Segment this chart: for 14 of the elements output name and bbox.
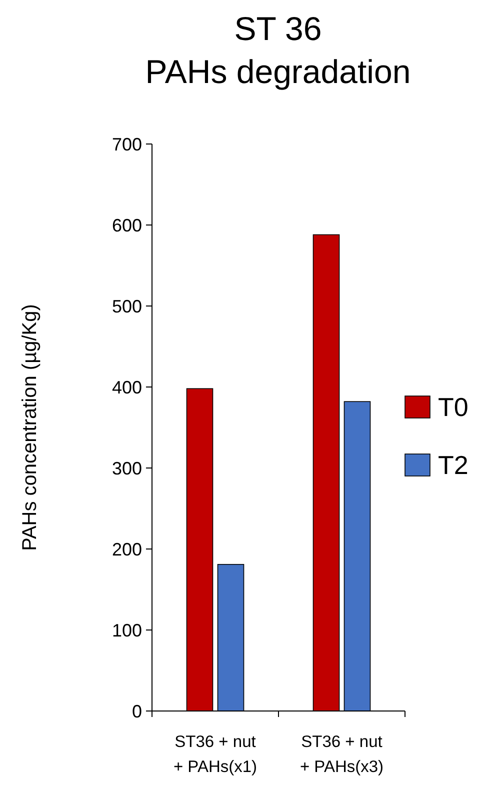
legend-label: T0 bbox=[438, 392, 468, 422]
x-tick-label: ST36 + nut + PAHs(x1) bbox=[173, 733, 258, 776]
y-tick-label: 100 bbox=[112, 620, 142, 640]
x-tick-label: ST36 + nut + PAHs(x3) bbox=[300, 733, 384, 776]
y-tick-label: 300 bbox=[112, 458, 142, 478]
y-tick-label: 200 bbox=[112, 539, 142, 560]
y-tick-label: 500 bbox=[112, 296, 142, 316]
y-tick-label: 600 bbox=[112, 215, 142, 236]
y-tick-label: 700 bbox=[112, 134, 142, 154]
y-tick-label: 0 bbox=[132, 701, 142, 722]
chart-title: ST 36 PAHs degradation bbox=[145, 10, 411, 90]
y-axis-title: PAHs concentration (µg/Kg) bbox=[19, 304, 41, 551]
legend-label: T2 bbox=[438, 450, 468, 480]
y-tick-label: 400 bbox=[112, 377, 142, 398]
